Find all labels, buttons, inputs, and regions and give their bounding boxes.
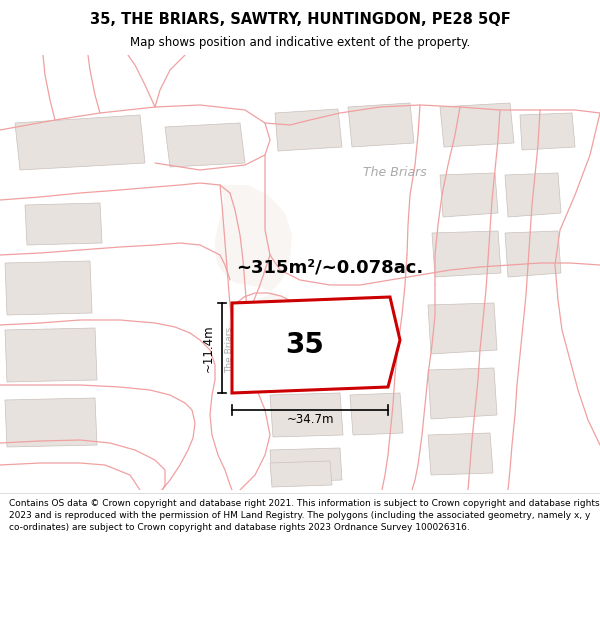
Polygon shape (348, 103, 414, 147)
Polygon shape (5, 261, 92, 315)
Text: Map shows position and indicative extent of the property.: Map shows position and indicative extent… (130, 36, 470, 49)
Polygon shape (215, 185, 305, 375)
Polygon shape (5, 398, 97, 447)
Polygon shape (505, 231, 561, 277)
Polygon shape (270, 393, 343, 437)
Polygon shape (165, 123, 245, 167)
Polygon shape (432, 231, 501, 277)
Polygon shape (5, 328, 97, 382)
Text: 35, THE BRIARS, SAWTRY, HUNTINGDON, PE28 5QF: 35, THE BRIARS, SAWTRY, HUNTINGDON, PE28… (89, 12, 511, 27)
Text: The Briars: The Briars (226, 327, 235, 373)
Polygon shape (428, 303, 497, 354)
Polygon shape (428, 433, 493, 475)
Text: Contains OS data © Crown copyright and database right 2021. This information is : Contains OS data © Crown copyright and d… (9, 499, 599, 532)
Polygon shape (232, 297, 400, 393)
Polygon shape (275, 109, 342, 151)
Polygon shape (440, 173, 498, 217)
Polygon shape (520, 113, 575, 150)
Text: ~34.7m: ~34.7m (286, 413, 334, 426)
Text: The Briars: The Briars (363, 166, 427, 179)
Polygon shape (440, 103, 514, 147)
Polygon shape (25, 203, 102, 245)
Polygon shape (15, 115, 145, 170)
Text: 35: 35 (286, 331, 325, 359)
Polygon shape (505, 173, 561, 217)
Text: ~315m²/~0.078ac.: ~315m²/~0.078ac. (236, 258, 424, 276)
Polygon shape (428, 368, 497, 419)
Polygon shape (270, 461, 332, 487)
Polygon shape (305, 303, 363, 351)
Polygon shape (350, 393, 403, 435)
Text: ~11.4m: ~11.4m (202, 324, 215, 372)
Polygon shape (270, 448, 342, 482)
